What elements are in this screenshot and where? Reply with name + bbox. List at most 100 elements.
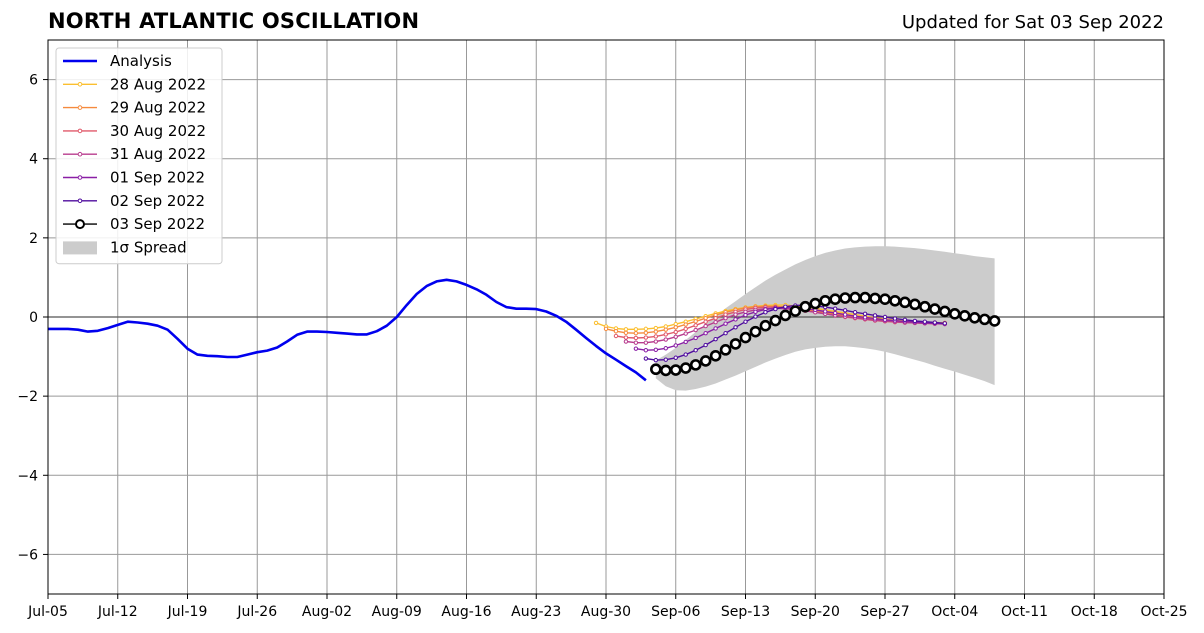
data-point xyxy=(683,352,688,357)
data-point xyxy=(723,321,728,326)
data-point xyxy=(643,356,649,361)
data-point xyxy=(603,326,609,332)
data-point xyxy=(938,305,951,318)
data-point xyxy=(633,327,639,332)
data-point xyxy=(733,317,738,322)
data-point xyxy=(679,362,692,374)
data-point xyxy=(769,314,782,327)
chart-title: NORTH ATLANTIC OSCILLATION xyxy=(48,9,420,33)
legend-box xyxy=(55,47,223,265)
x-tick-label: Jul-05 xyxy=(27,604,68,620)
data-point xyxy=(713,326,718,331)
data-point xyxy=(653,339,659,344)
legend-label: 1σ Spread xyxy=(110,238,187,256)
data-point xyxy=(703,331,708,336)
data-point xyxy=(703,323,708,329)
data-point xyxy=(733,325,738,330)
x-tick-label: Aug-09 xyxy=(372,604,422,620)
data-point xyxy=(842,308,848,313)
data-point xyxy=(958,310,971,322)
data-point xyxy=(663,346,668,351)
data-point xyxy=(832,310,838,316)
spread-area xyxy=(655,246,995,391)
data-point xyxy=(783,304,788,309)
x-tick-label: Sep-13 xyxy=(721,604,770,620)
y-tick-label: −2 xyxy=(17,389,38,405)
legend-entry: 28 Aug 2022 xyxy=(63,75,206,93)
data-point xyxy=(633,340,639,345)
legend-marker xyxy=(77,128,83,134)
x-tick-label: Jul-19 xyxy=(167,604,208,620)
y-tick-label: 4 xyxy=(29,152,38,168)
data-point xyxy=(862,315,868,320)
data-point xyxy=(892,316,898,321)
data-point xyxy=(703,342,708,348)
data-point xyxy=(653,325,659,331)
data-point xyxy=(852,314,858,319)
legend-label: 01 Sep 2022 xyxy=(110,169,205,187)
series-lines xyxy=(48,278,1001,382)
data-point xyxy=(689,359,702,371)
x-tick-label: Sep-20 xyxy=(791,604,840,620)
data-point xyxy=(673,343,678,348)
x-tick-label: Sep-06 xyxy=(651,604,700,620)
legend-entry: 29 Aug 2022 xyxy=(63,99,206,117)
data-point xyxy=(693,327,698,333)
data-point xyxy=(823,309,828,314)
data-point xyxy=(899,296,911,309)
data-point xyxy=(703,319,708,324)
data-point xyxy=(663,337,668,342)
x-tick-label: Aug-30 xyxy=(581,604,631,620)
data-point xyxy=(743,312,748,318)
data-point xyxy=(988,315,1001,327)
data-point xyxy=(862,311,868,317)
data-point xyxy=(669,364,682,376)
data-point xyxy=(919,300,931,313)
legend-label: 31 Aug 2022 xyxy=(110,145,206,163)
data-point xyxy=(643,348,649,353)
data-point xyxy=(613,329,619,334)
data-point xyxy=(832,306,838,311)
data-point xyxy=(683,339,688,345)
legend-label: 30 Aug 2022 xyxy=(110,122,206,140)
data-point xyxy=(663,357,668,362)
data-point xyxy=(799,300,812,313)
data-point xyxy=(699,355,712,367)
y-tick-label: 6 xyxy=(29,73,38,89)
data-point xyxy=(842,312,848,317)
data-point xyxy=(819,294,832,307)
data-point xyxy=(852,310,858,315)
data-point xyxy=(683,331,688,336)
data-point xyxy=(633,346,639,351)
legend-label: 29 Aug 2022 xyxy=(110,99,206,117)
legend-label: 28 Aug 2022 xyxy=(110,75,206,93)
y-tick-label: 0 xyxy=(29,310,38,326)
legend-label: 02 Sep 2022 xyxy=(110,192,205,210)
y-tick-label: 2 xyxy=(29,231,38,247)
data-point xyxy=(643,326,649,332)
data-point xyxy=(663,332,668,337)
legend-marker xyxy=(77,105,83,110)
data-point xyxy=(623,335,629,340)
data-point xyxy=(703,315,708,321)
data-point xyxy=(869,292,881,305)
data-point xyxy=(948,308,961,320)
x-tick-label: Oct-18 xyxy=(1071,604,1118,620)
data-point xyxy=(739,331,752,344)
data-point xyxy=(889,294,901,307)
data-point xyxy=(653,347,659,353)
data-point xyxy=(633,331,639,336)
legend-swatch xyxy=(63,241,97,255)
data-point xyxy=(709,349,722,362)
data-point xyxy=(929,303,941,315)
data-point xyxy=(749,325,762,338)
data-point xyxy=(779,309,792,322)
data-point xyxy=(723,315,728,321)
data-point xyxy=(882,314,888,320)
data-point xyxy=(673,329,678,335)
data-point xyxy=(659,364,672,377)
data-point xyxy=(653,334,659,339)
data-point xyxy=(809,297,822,310)
data-point xyxy=(623,330,629,336)
